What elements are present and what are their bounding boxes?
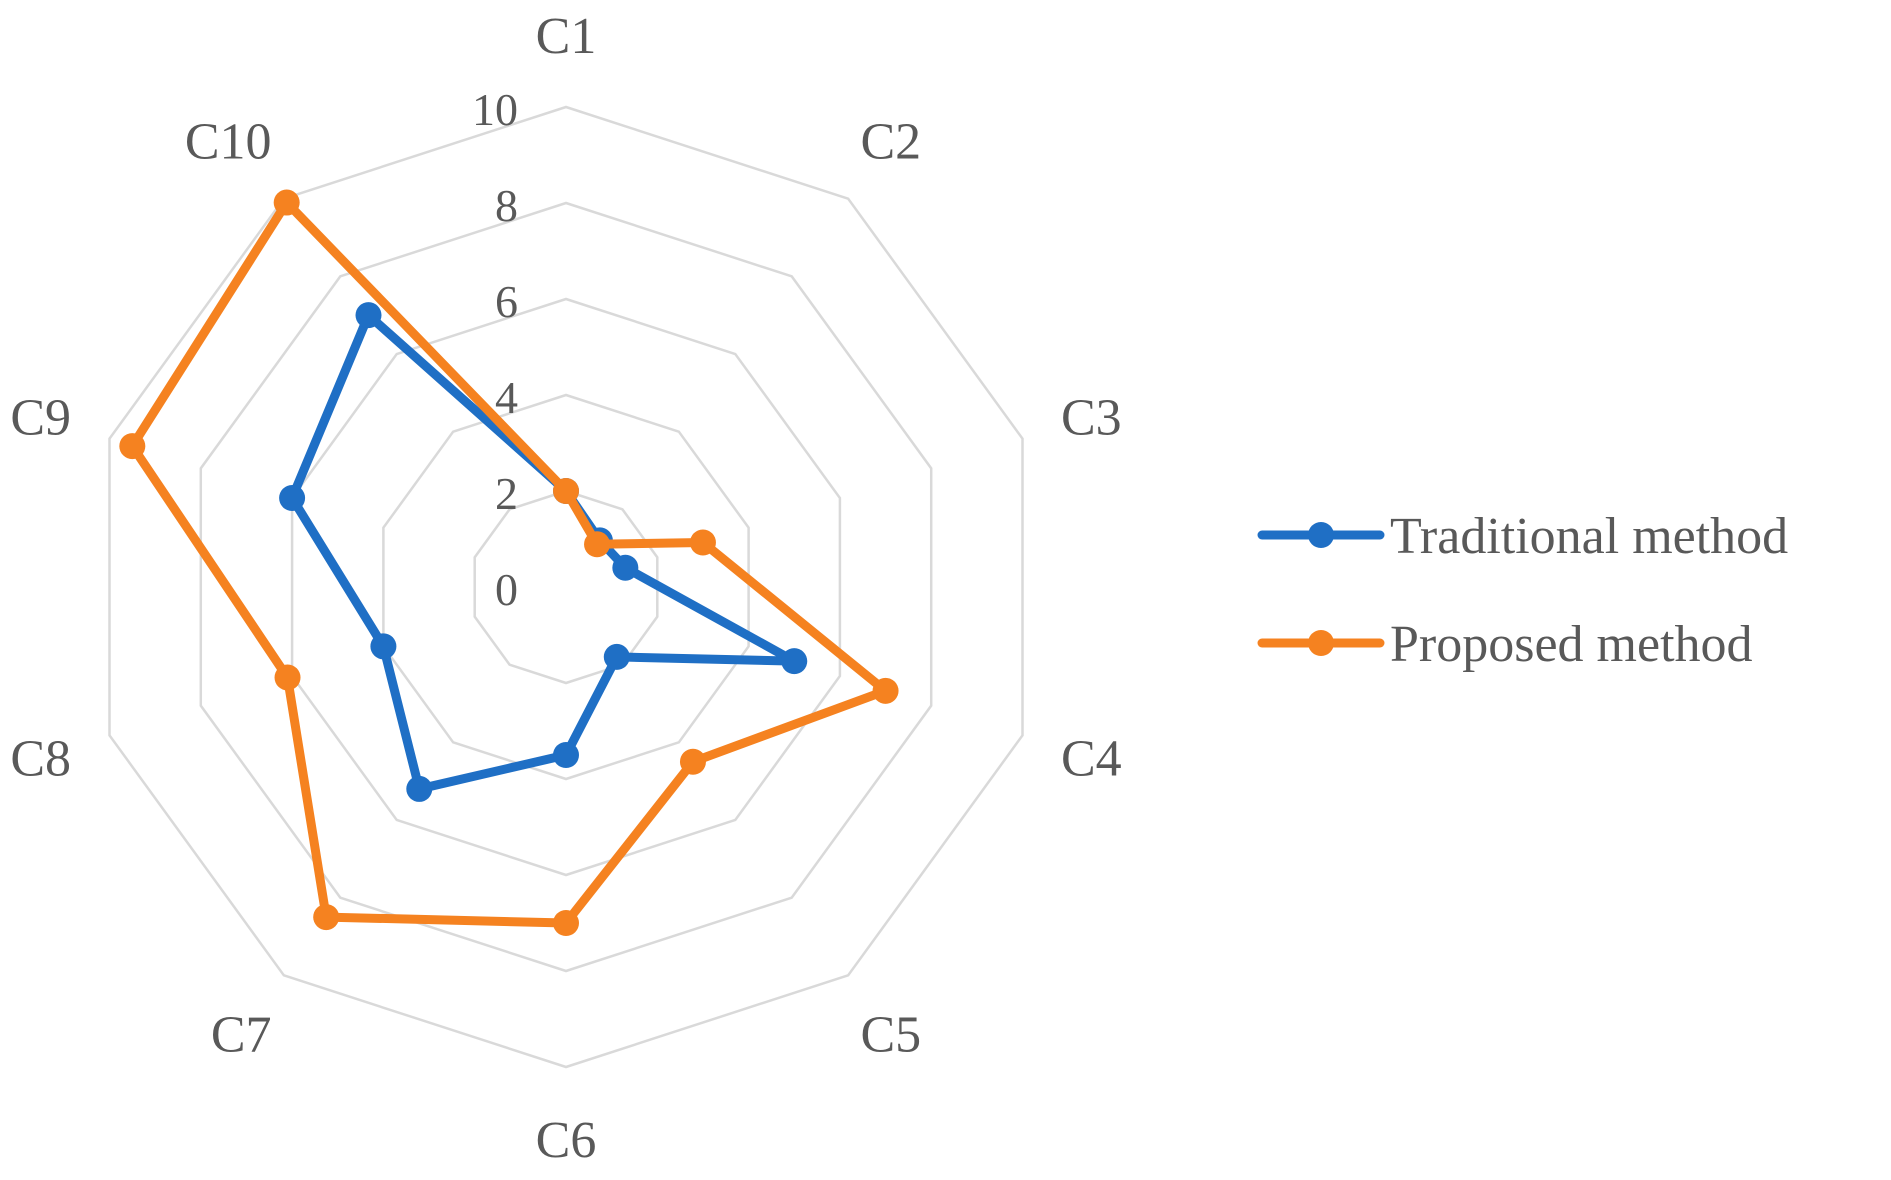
data-point-c3 bbox=[612, 554, 639, 581]
data-point-c7 bbox=[406, 775, 433, 802]
data-point-c9 bbox=[119, 433, 146, 460]
category-label-c1: C1 bbox=[536, 8, 597, 65]
category-label-c10: C10 bbox=[185, 113, 272, 170]
grid-ring-6 bbox=[290, 297, 842, 877]
data-point-c3 bbox=[689, 529, 716, 556]
legend-label: Traditional method bbox=[1390, 508, 1788, 565]
category-label-c4: C4 bbox=[1061, 731, 1122, 788]
data-point-c4 bbox=[781, 648, 808, 675]
category-label-c9: C9 bbox=[10, 389, 71, 446]
data-point-c5 bbox=[603, 643, 630, 670]
data-point-c1 bbox=[553, 478, 579, 504]
tick-label: 8 bbox=[495, 180, 518, 231]
grid-ring-10 bbox=[108, 105, 1024, 1069]
data-point-c6 bbox=[553, 910, 579, 936]
legend-item-proposed-method: Proposed method bbox=[1257, 616, 1753, 673]
data-point-c8 bbox=[370, 633, 397, 660]
data-point-c4 bbox=[872, 677, 899, 704]
data-point-c5 bbox=[679, 748, 706, 775]
category-label-c6: C6 bbox=[536, 1112, 597, 1169]
category-label-c7: C7 bbox=[211, 1007, 272, 1064]
tick-labels: 0 2 4 6 8 10 bbox=[472, 84, 518, 615]
data-point-c9 bbox=[279, 485, 306, 512]
category-labels: C1 C2 C3 C4 C5 C6 C7 C8 C9 C10 bbox=[10, 8, 1121, 1169]
series-layer bbox=[119, 189, 899, 936]
data-point-c10 bbox=[355, 302, 382, 329]
category-label-c3: C3 bbox=[1061, 389, 1122, 446]
category-label-c2: C2 bbox=[860, 113, 921, 170]
data-point-c7 bbox=[313, 904, 340, 931]
data-point-c6 bbox=[553, 742, 579, 768]
legend-swatch-marker bbox=[1308, 522, 1334, 548]
data-point-c8 bbox=[274, 664, 301, 691]
grid-layer bbox=[108, 105, 1024, 1069]
tick-label: 0 bbox=[495, 564, 518, 615]
series-proposed-method bbox=[119, 189, 899, 936]
legend-item-traditional-method: Traditional method bbox=[1257, 508, 1788, 565]
tick-label: 2 bbox=[495, 468, 518, 519]
legend: Traditional method Proposed method bbox=[1257, 508, 1788, 673]
tick-label: 10 bbox=[472, 84, 518, 135]
tick-label: 4 bbox=[495, 372, 518, 423]
grid-ring-4 bbox=[382, 393, 750, 781]
grid-ring-8 bbox=[199, 201, 933, 973]
data-point-c10 bbox=[273, 189, 300, 216]
category-label-c8: C8 bbox=[10, 731, 71, 788]
category-label-c5: C5 bbox=[860, 1007, 921, 1064]
legend-swatch-marker bbox=[1308, 630, 1334, 656]
tick-label: 6 bbox=[495, 276, 518, 327]
series-traditional-method bbox=[279, 302, 808, 802]
legend-label: Proposed method bbox=[1390, 616, 1753, 673]
data-point-c2 bbox=[584, 531, 611, 558]
